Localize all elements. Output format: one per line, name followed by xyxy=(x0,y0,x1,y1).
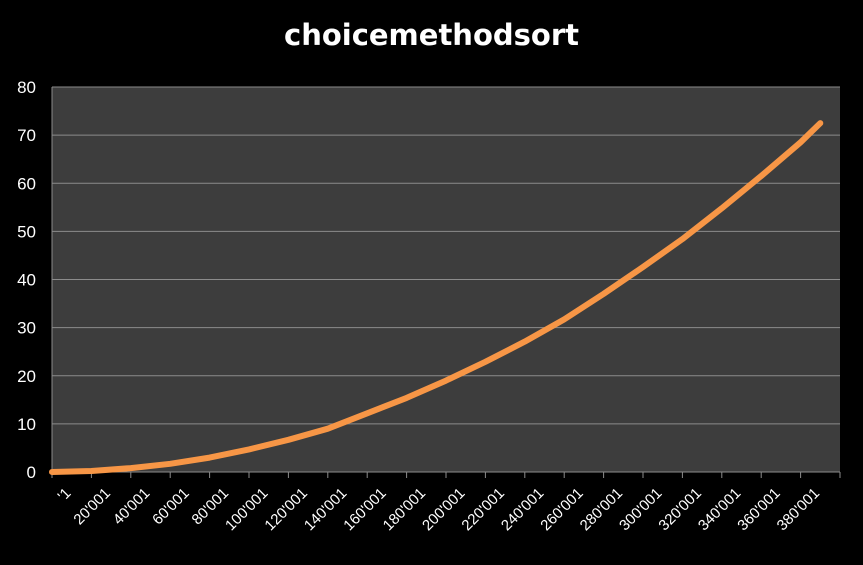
x-tick-label: 280'001 xyxy=(577,485,626,534)
y-tick-label: 70 xyxy=(17,126,36,145)
x-tick-label: 340'001 xyxy=(695,485,744,534)
x-tick-label: 360'001 xyxy=(734,485,783,534)
x-tick-label: 180'001 xyxy=(380,485,429,534)
x-tick-label: 60'001 xyxy=(149,485,193,529)
x-tick-label: 140'001 xyxy=(301,485,350,534)
x-tick-label: 260'001 xyxy=(537,485,586,534)
y-tick-label: 40 xyxy=(17,271,36,290)
x-tick-label: '1 xyxy=(55,485,75,505)
y-tick-label: 80 xyxy=(17,78,36,97)
y-tick-label: 20 xyxy=(17,367,36,386)
x-tick-label: 20'001 xyxy=(70,485,114,529)
x-tick-label: 40'001 xyxy=(110,485,154,529)
series-line xyxy=(49,120,824,475)
y-tick-label: 0 xyxy=(27,463,36,482)
x-tick-label: 100'001 xyxy=(222,485,271,534)
x-tick-label: 160'001 xyxy=(340,485,389,534)
y-tick-label: 30 xyxy=(17,319,36,338)
y-tick-label: 50 xyxy=(17,222,36,241)
x-tick-label: 120'001 xyxy=(261,485,310,534)
x-tick-label: 300'001 xyxy=(616,485,665,534)
y-tick-label: 10 xyxy=(17,415,36,434)
y-tick-label: 60 xyxy=(17,174,36,193)
x-tick-label: 240'001 xyxy=(498,485,547,534)
chart-title: choicemethodsort xyxy=(284,18,579,52)
x-tick-label: 320'001 xyxy=(655,485,704,534)
x-tick-label: 200'001 xyxy=(419,485,468,534)
x-tick-label: 220'001 xyxy=(458,485,507,534)
x-tick-label: 380'001 xyxy=(774,485,823,534)
